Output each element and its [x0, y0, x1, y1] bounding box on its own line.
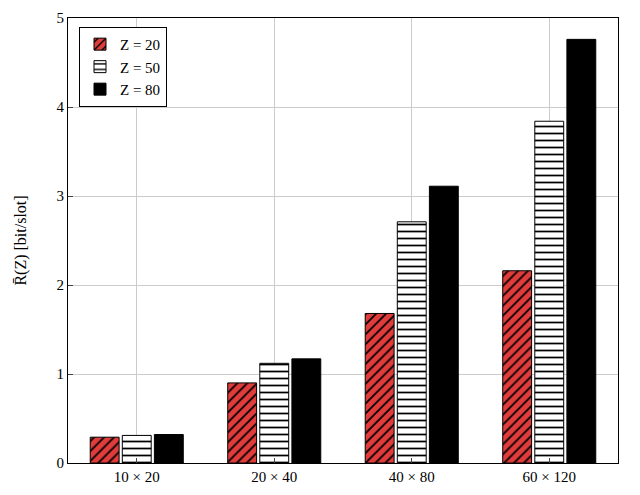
svg-text:Z = 20: Z = 20: [120, 37, 160, 53]
svg-text:0: 0: [57, 455, 65, 471]
svg-text:3: 3: [57, 188, 65, 204]
svg-text:4: 4: [57, 99, 65, 115]
svg-text:Z = 50: Z = 50: [120, 60, 160, 76]
svg-text:10 × 20: 10 × 20: [114, 469, 160, 485]
svg-text:60 × 120: 60 × 120: [523, 469, 576, 485]
svg-text:2: 2: [57, 277, 65, 293]
svg-text:20 × 40: 20 × 40: [251, 469, 297, 485]
svg-text:R̄(Z) [bit/slot]: R̄(Z) [bit/slot]: [12, 195, 30, 285]
svg-text:Z = 80: Z = 80: [120, 82, 160, 98]
svg-text:1: 1: [57, 366, 65, 382]
svg-text:40 × 80: 40 × 80: [389, 469, 435, 485]
svg-text:5: 5: [57, 10, 65, 26]
